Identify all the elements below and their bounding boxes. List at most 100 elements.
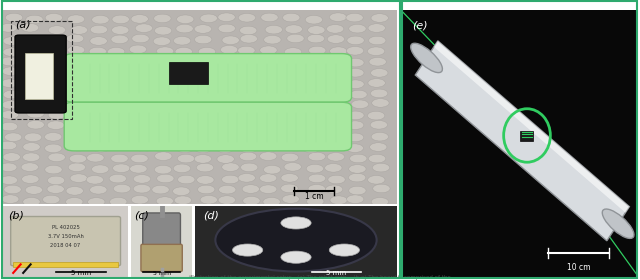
Circle shape [92,15,109,24]
Circle shape [327,153,344,161]
Circle shape [90,37,108,45]
Circle shape [154,26,172,35]
Circle shape [349,173,366,182]
Circle shape [284,163,301,171]
Circle shape [371,197,388,206]
Circle shape [22,46,40,55]
Circle shape [198,185,215,194]
Circle shape [217,155,234,163]
Circle shape [154,78,172,87]
Circle shape [3,37,20,45]
Circle shape [23,69,41,77]
Circle shape [132,34,149,43]
Circle shape [260,78,277,87]
Circle shape [325,185,343,193]
Circle shape [198,47,216,56]
Circle shape [287,34,304,43]
Circle shape [46,68,63,76]
Circle shape [135,57,152,66]
Text: PL 402025: PL 402025 [52,225,79,230]
Circle shape [347,111,364,120]
Circle shape [133,80,150,88]
Circle shape [70,143,87,151]
Circle shape [326,57,344,66]
Polygon shape [434,41,629,213]
Circle shape [243,197,260,205]
Circle shape [68,163,86,172]
Circle shape [176,121,193,129]
Circle shape [329,99,346,108]
Circle shape [48,26,65,34]
Circle shape [220,67,237,75]
Circle shape [26,15,43,24]
Circle shape [109,197,127,206]
Circle shape [26,57,44,66]
Circle shape [90,59,108,67]
Circle shape [349,186,366,195]
Circle shape [328,175,345,184]
Circle shape [237,46,255,55]
Circle shape [27,120,44,129]
Circle shape [308,174,326,183]
Circle shape [285,25,303,33]
Circle shape [220,45,238,54]
Circle shape [242,78,259,86]
Ellipse shape [281,217,311,229]
Circle shape [259,58,276,67]
Circle shape [154,165,172,174]
Circle shape [305,15,323,24]
Circle shape [330,13,347,22]
Circle shape [308,89,325,98]
Circle shape [196,163,214,172]
Circle shape [3,90,20,99]
Circle shape [259,174,277,182]
Circle shape [113,184,131,193]
Circle shape [155,121,173,129]
Circle shape [64,89,81,98]
Circle shape [287,143,304,151]
Circle shape [265,120,283,129]
Circle shape [86,88,104,97]
Circle shape [47,78,65,87]
Circle shape [368,24,385,32]
Circle shape [67,15,84,24]
Text: 10 cm: 10 cm [566,263,590,272]
Circle shape [87,153,104,162]
Circle shape [264,165,281,174]
Circle shape [131,91,148,99]
Circle shape [1,57,18,66]
Circle shape [174,196,191,204]
Circle shape [2,101,19,109]
Circle shape [260,185,277,193]
Circle shape [130,165,147,173]
Circle shape [325,112,342,121]
Circle shape [371,14,388,22]
Circle shape [370,143,387,151]
Circle shape [367,176,385,184]
Circle shape [175,80,193,88]
Circle shape [238,174,255,182]
Circle shape [221,112,238,121]
Ellipse shape [281,251,311,263]
Circle shape [88,198,105,206]
Circle shape [218,24,236,33]
FancyBboxPatch shape [64,53,351,102]
Circle shape [308,122,326,131]
Circle shape [240,34,257,43]
Circle shape [22,153,40,162]
Circle shape [349,154,367,163]
Circle shape [351,100,369,109]
Circle shape [347,80,364,88]
Circle shape [178,57,195,65]
Circle shape [220,77,237,86]
Circle shape [284,109,301,118]
Circle shape [327,142,344,150]
Circle shape [153,111,170,120]
Circle shape [239,120,257,129]
Circle shape [129,45,147,53]
Text: 5 mm: 5 mm [70,270,91,276]
Circle shape [157,174,174,183]
Circle shape [173,187,190,195]
Circle shape [240,144,257,153]
Circle shape [0,24,17,32]
